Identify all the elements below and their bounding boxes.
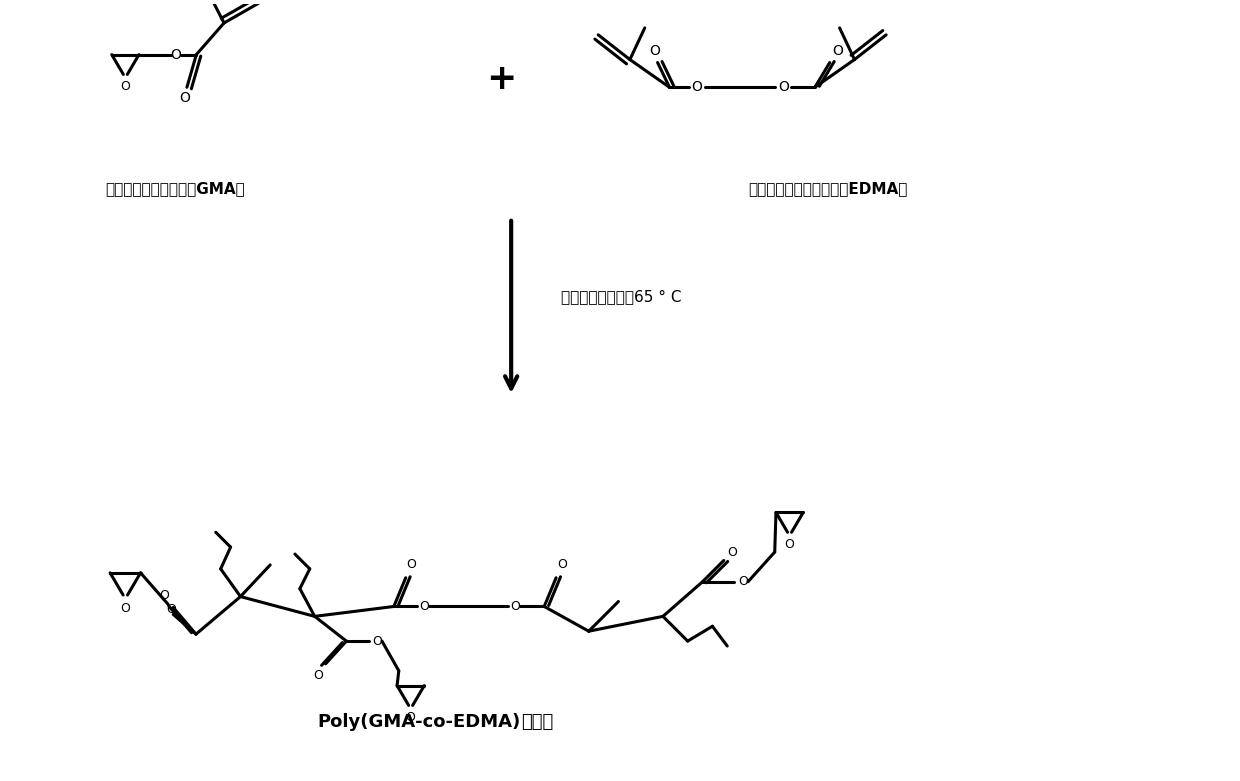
Text: O: O (407, 558, 417, 572)
Text: O: O (419, 600, 429, 613)
Text: O: O (405, 711, 415, 724)
Text: O: O (314, 669, 324, 683)
Text: O: O (171, 48, 181, 62)
Text: O: O (166, 603, 176, 616)
Text: O: O (511, 600, 521, 613)
Text: 甲基丙烯酸缩甘油酯（GMA）: 甲基丙烯酸缩甘油酯（GMA） (105, 180, 244, 196)
Text: O: O (692, 80, 703, 95)
Text: O: O (727, 546, 737, 558)
Text: O: O (738, 576, 748, 588)
Text: +: + (486, 62, 517, 96)
Text: O: O (557, 558, 567, 572)
Text: O: O (650, 44, 660, 58)
Text: O: O (160, 589, 169, 602)
Text: Poly(GMA-co-EDMA): Poly(GMA-co-EDMA) (317, 713, 521, 732)
Text: O: O (179, 91, 190, 105)
Text: 聚合物: 聚合物 (521, 713, 553, 732)
Text: O: O (120, 602, 130, 615)
Text: O: O (120, 80, 130, 93)
Text: 致孔剂，引发剂，65 ° C: 致孔剂，引发剂，65 ° C (560, 290, 681, 305)
Text: 乙二醇二甲基丙烯酸酯（EDMA）: 乙二醇二甲基丙烯酸酯（EDMA） (748, 180, 908, 196)
Text: O: O (785, 538, 795, 551)
Text: O: O (777, 80, 789, 95)
Text: O: O (372, 635, 382, 647)
Text: O: O (832, 44, 843, 58)
